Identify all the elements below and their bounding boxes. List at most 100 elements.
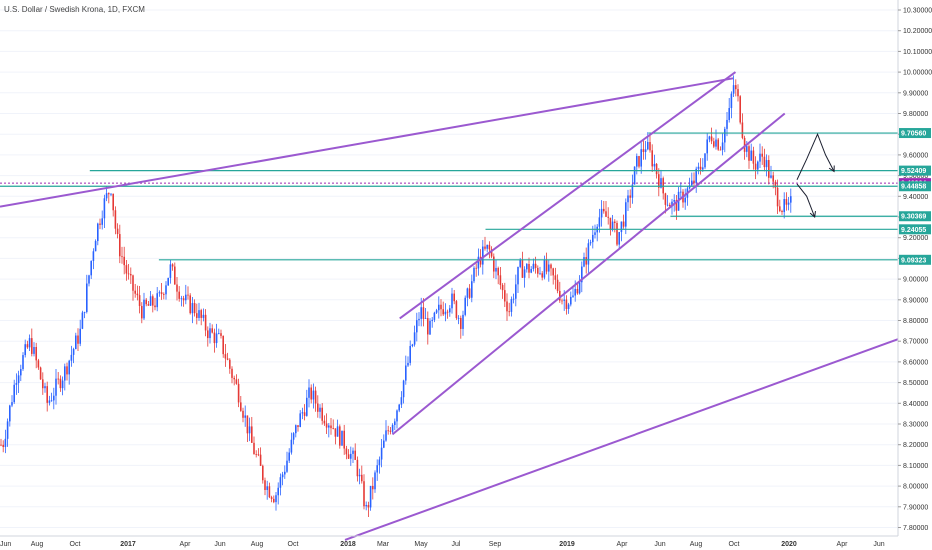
y-tick-label: 8.40000 [903,401,928,408]
candle-body [332,428,334,429]
candle-body [732,85,735,94]
candle-body [99,223,101,225]
candle-body [367,504,370,508]
candle-body [508,311,510,313]
candle-body [719,149,722,151]
candle-body [281,474,284,478]
candle-body [559,290,561,301]
candle-body [471,281,473,298]
candle-body [57,378,59,380]
candle-body [369,485,372,508]
candle-body [440,304,442,310]
candle-body [275,495,277,503]
candle-body [468,288,471,298]
candle-body [493,256,495,272]
trend-line[interactable] [0,77,734,208]
candle-body [699,166,702,170]
candle-body [149,296,152,306]
candle-body [622,221,625,227]
candle-body [583,257,585,267]
candle-body [279,477,282,488]
candle-body [537,267,539,274]
candle-body [490,249,493,257]
candle-body [389,430,392,432]
candle-body [61,380,64,389]
candle-body [554,275,557,280]
candle-body [211,328,213,333]
candle-body [488,244,491,250]
arrow-head [828,165,835,173]
candle-body [182,298,185,301]
candle-body [693,180,695,184]
candle-body [165,285,167,295]
candle-body [317,403,319,412]
candle-body [629,195,631,198]
candle-body [24,344,26,356]
candle-body [515,284,517,299]
candle-body [248,426,251,434]
candles [0,75,792,518]
trend-line[interactable] [391,112,786,436]
horizontal-levels [0,132,898,261]
candle-body [717,139,719,150]
x-tick-label: 2017 [120,541,136,548]
candle-body [0,444,2,446]
candle-body [779,206,781,211]
grid [0,9,898,528]
candle-body [123,256,125,266]
candle-body [726,119,728,129]
candle-body [33,347,35,354]
level-price-badge [899,254,931,265]
candle-body [702,167,704,170]
candle-body [354,450,356,460]
candle-body [457,317,460,319]
candle-body [473,267,475,282]
candle-body [752,150,755,164]
trend-line[interactable] [344,338,899,541]
candle-body [55,378,57,396]
trend-line[interactable] [399,71,737,320]
y-tick-label: 9.90000 [903,90,928,97]
candle-body [497,267,499,276]
candle-body [163,294,165,295]
candle-body [574,288,576,296]
candle-body [314,390,317,404]
candle-body [365,504,367,507]
y-tick-label: 8.80000 [903,318,928,325]
candle-body [321,407,323,421]
candle-body [226,358,229,360]
candle-body [235,379,238,384]
candle-body [420,307,422,319]
candle-body [336,426,339,437]
candle-body [710,136,713,142]
projection-arrow[interactable] [796,132,835,180]
candle-body [400,397,403,405]
level-price-label: 9.70560 [901,131,926,138]
candle-body [605,211,607,217]
candle-body [790,196,792,203]
candle-body [134,290,136,294]
candle-body [81,312,84,329]
candle-body [501,285,504,291]
candle-body [523,269,526,278]
x-tick-label: May [414,541,428,548]
candle-body [339,426,341,446]
candle-body [44,386,46,389]
candle-body [125,265,128,274]
candle-body [108,193,110,195]
candle-body [112,193,114,211]
level-price-label: 9.44858 [901,184,926,191]
candle-body [224,354,227,359]
candle-body [130,274,132,276]
candle-body [273,498,275,503]
candle-body [127,273,130,275]
candle-body [136,293,139,296]
candle-body [253,442,255,455]
candle-body [158,292,161,294]
projection-arrow[interactable] [796,183,816,218]
candle-body [627,195,629,203]
candle-body [655,163,658,175]
candle-body [460,317,462,329]
candle-body [589,242,592,244]
